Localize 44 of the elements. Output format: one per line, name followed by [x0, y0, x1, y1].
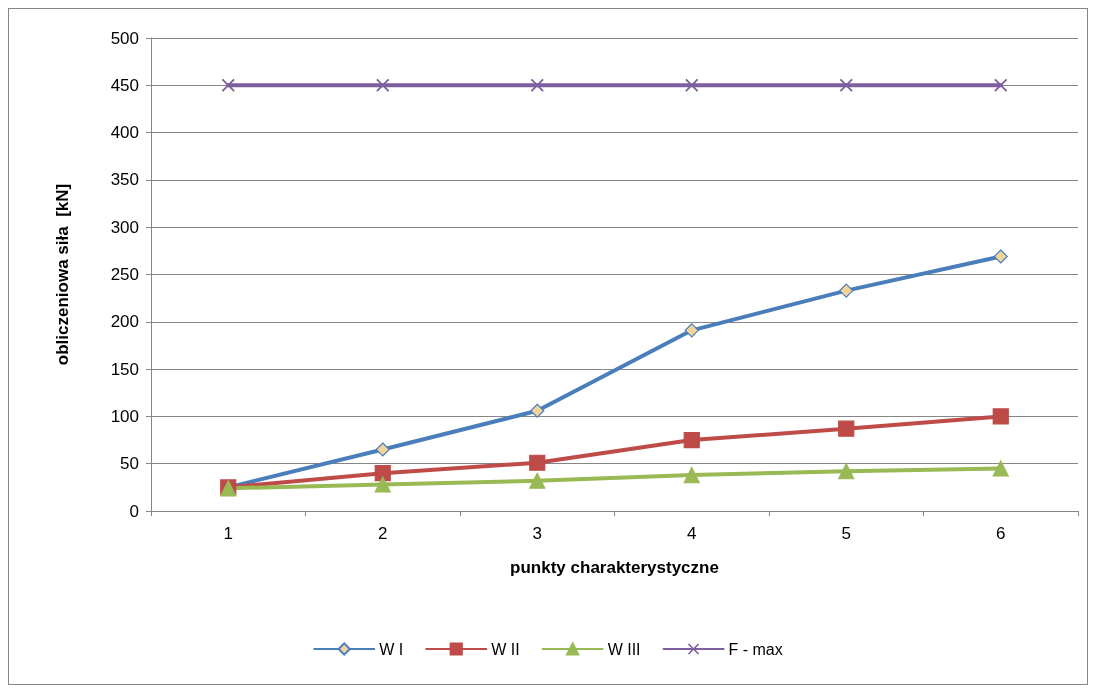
point: [992, 460, 1009, 477]
y-tick-label: 450: [110, 75, 139, 95]
point: [374, 465, 391, 482]
point: [685, 78, 699, 92]
x-tick-label: 3: [532, 524, 542, 543]
point: [530, 78, 544, 92]
y-tick-label: 400: [110, 123, 139, 143]
x-tick-label: 6: [996, 524, 1006, 543]
x-axis-title: punkty charakterystyczne: [510, 558, 719, 577]
y-tick-label: 0: [129, 501, 139, 521]
point: [529, 472, 546, 489]
x-tick-label: 2: [378, 524, 388, 543]
y-tick-label: 250: [110, 265, 139, 284]
y-axis-title: obliczeniowa siła [kN]: [53, 183, 72, 366]
point: [993, 249, 1008, 264]
legend-label: W II: [491, 640, 520, 658]
point: [838, 420, 855, 437]
point: [221, 78, 235, 92]
point: [838, 463, 855, 480]
point: [683, 431, 700, 449]
y-tick-label: 500: [110, 28, 139, 48]
x-tick-label: 1: [223, 524, 233, 543]
y-tick-label: 350: [110, 170, 139, 190]
y-tick-label: 100: [110, 406, 139, 426]
y-tick-label: 150: [110, 359, 139, 379]
point: [994, 78, 1008, 92]
point: [529, 454, 546, 471]
x-tick-label: 4: [687, 524, 697, 543]
point: [375, 442, 390, 457]
point: [683, 466, 700, 484]
x-tick-label: 5: [841, 524, 851, 543]
point: [530, 403, 545, 418]
legend-label: W I: [379, 640, 404, 658]
point: [839, 78, 853, 92]
y-tick-label: 300: [110, 217, 139, 237]
point: [992, 408, 1009, 425]
point: [684, 323, 699, 338]
y-tick-label: 50: [120, 454, 139, 474]
point: [839, 283, 854, 298]
y-tick-label: 200: [110, 312, 139, 332]
point: [374, 476, 391, 493]
legend-label: F - max: [728, 640, 783, 658]
legend-label: W III: [607, 640, 641, 658]
point: [376, 78, 390, 92]
